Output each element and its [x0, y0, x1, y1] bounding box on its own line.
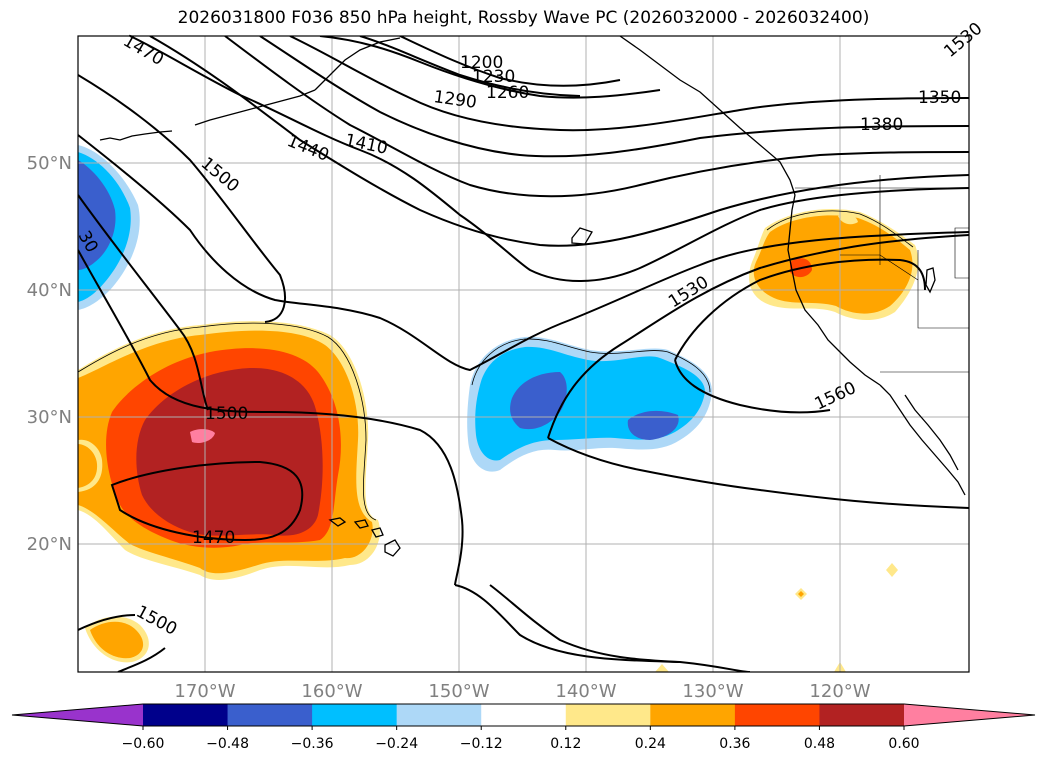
- lon-label: 170°W: [174, 681, 235, 702]
- lon-label: 150°W: [428, 681, 489, 702]
- lon-label: 130°W: [682, 681, 743, 702]
- lat-labels: 50°N 40°N 30°N 20°N: [27, 153, 72, 555]
- colorbar-swatch: [819, 704, 905, 726]
- svg-text:1230: 1230: [472, 67, 515, 87]
- svg-text:1380: 1380: [860, 115, 903, 135]
- colorbar-tick-label: 0.36: [719, 736, 750, 752]
- colorbar-swatch: [481, 704, 567, 726]
- svg-text:1530: 1530: [665, 272, 712, 312]
- lat-label: 30°N: [27, 407, 72, 428]
- colorbar-tick-label: 0.60: [888, 736, 919, 752]
- colorbar-tick-label: −0.36: [291, 736, 334, 752]
- lon-label: 140°W: [555, 681, 616, 702]
- svg-text:1200: 1200: [460, 53, 503, 73]
- colorbar-tick-label: 0.48: [804, 736, 835, 752]
- svg-text:1470: 1470: [120, 31, 167, 70]
- colorbar-tick-label: −0.24: [375, 736, 418, 752]
- colorbar-extend-min: [12, 704, 143, 726]
- svg-text:1350: 1350: [918, 88, 961, 108]
- colorbar-swatch: [143, 704, 229, 726]
- zero-contours: [78, 210, 914, 521]
- svg-text:1290: 1290: [432, 87, 478, 113]
- lon-label: 160°W: [301, 681, 362, 702]
- lat-label: 20°N: [27, 534, 72, 555]
- map-title: 2026031800 F036 850 hPa height, Rossby W…: [177, 8, 870, 28]
- svg-text:1560: 1560: [812, 378, 860, 414]
- colorbar-swatch: [565, 704, 651, 726]
- colorbar-tick-label: −0.48: [206, 736, 249, 752]
- colorbar-tick-label: 0.24: [635, 736, 666, 752]
- svg-text:1440: 1440: [284, 131, 332, 166]
- colorbar-swatch: [650, 704, 736, 726]
- graticule: [78, 36, 969, 672]
- svg-text:1470: 1470: [192, 528, 235, 548]
- colorbar-swatch: [312, 704, 398, 726]
- colorbar-swatch: [734, 704, 820, 726]
- lat-label: 40°N: [27, 280, 72, 301]
- svg-text:1530: 1530: [940, 19, 986, 62]
- lon-labels: 170°W 160°W 150°W 140°W 130°W 120°W: [174, 681, 870, 702]
- lat-label: 50°N: [27, 153, 72, 174]
- colorbar-tick-label: −0.60: [122, 736, 165, 752]
- height-contours: [78, 36, 969, 672]
- svg-text:1410: 1410: [343, 130, 389, 159]
- coastlines: [99, 36, 966, 557]
- lon-label: 120°W: [809, 681, 870, 702]
- colorbar-swatch: [396, 704, 482, 726]
- anomaly-positive-060: [136, 367, 323, 536]
- colorbar-tick-label: −0.12: [460, 736, 503, 752]
- colorbar: −0.60 −0.48 −0.36 −0.24 −0.12 0.12 0.24 0.36 0.4…: [11, 703, 1036, 752]
- colorbar-extend-max: [904, 704, 1035, 726]
- colorbar-tick-label: 0.12: [550, 736, 581, 752]
- anomaly-positive-max: [190, 429, 215, 443]
- colorbar-swatch: [227, 704, 313, 726]
- svg-text:1260: 1260: [486, 83, 529, 103]
- map-frame: [77, 35, 970, 673]
- svg-text:1500: 1500: [205, 404, 248, 424]
